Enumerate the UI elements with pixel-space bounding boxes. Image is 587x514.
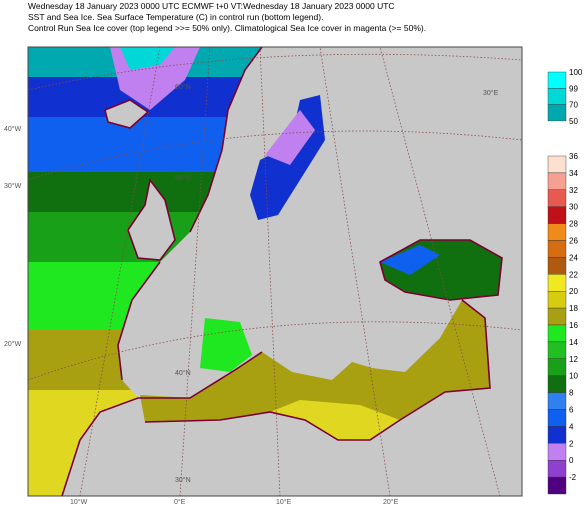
legend-swatch [547, 88, 567, 105]
legend-swatch [547, 257, 567, 275]
legend-label: 18 [569, 304, 578, 313]
legend-label: 2 [569, 439, 574, 448]
legend-label: 16 [569, 321, 578, 330]
tyrrhenian [200, 318, 252, 372]
header-line: SST and Sea Ice. Sea Surface Temperature… [28, 12, 323, 22]
legend-label: 36 [569, 152, 578, 161]
azov [380, 245, 440, 275]
legend-swatch [547, 155, 567, 174]
legend-swatch [547, 307, 567, 326]
british-isles [127, 178, 176, 261]
mediterranean [140, 300, 490, 440]
legend-swatch [547, 443, 567, 461]
legend-swatch [547, 240, 567, 258]
legend-swatch [547, 189, 567, 207]
graticule-label: 10°E [276, 498, 292, 506]
header-line: Wednesday 18 January 2023 0000 UTC ECMWF… [28, 1, 395, 11]
legend-swatch [547, 206, 567, 224]
legend-label: 100 [569, 68, 583, 77]
graticule-label: 20°E [383, 498, 399, 506]
legend-label: 99 [569, 84, 578, 93]
legend-swatch [547, 172, 567, 190]
graticule-label: 30°W [4, 182, 22, 190]
legend-swatch [547, 476, 567, 495]
header-line: Control Run Sea Ice cover (top legend >>… [28, 23, 426, 33]
legend-label: 4 [569, 422, 574, 431]
graticule-label: 30°E [483, 89, 499, 97]
legend-swatch [547, 71, 567, 89]
legend-label: 6 [569, 406, 574, 415]
legend-swatch [547, 409, 567, 427]
legend-swatch [547, 324, 567, 343]
legend-label: 34 [569, 169, 578, 178]
legend-label: 30 [569, 203, 578, 212]
graticule-label: 60°N [175, 83, 191, 91]
iceland [104, 99, 150, 129]
coastline [61, 46, 503, 497]
legend-label: 0 [569, 456, 574, 465]
legend-swatch [547, 291, 567, 309]
legend-label: 20 [569, 287, 578, 296]
graticule-label: 40°W [4, 125, 22, 133]
legend-label: 14 [569, 338, 578, 347]
legend-label: 50 [569, 117, 578, 126]
legend-label: 26 [569, 237, 578, 246]
legend-label: 10 [569, 372, 578, 381]
legend-label: 28 [569, 220, 578, 229]
legend-label: -2 [569, 473, 577, 482]
legend-swatch [547, 392, 567, 410]
graticule-label: 10°W [70, 498, 88, 506]
graticule [27, 46, 523, 497]
graticule-label: 50°N [175, 174, 191, 182]
med-south [270, 400, 400, 440]
legend-label: 8 [569, 389, 574, 398]
legend-swatch [547, 426, 567, 444]
graticule-label: 30°N [175, 476, 191, 484]
graticule-label: 0°E [174, 498, 186, 506]
graticule-label: 20°W [4, 340, 22, 348]
graticule-label: 40°N [175, 369, 191, 377]
map-frame [27, 46, 523, 497]
legend-swatch [547, 358, 567, 376]
legend-label: 32 [569, 186, 578, 195]
legend-label: 70 [569, 101, 578, 110]
legend-swatch [547, 223, 567, 241]
legend-label: 22 [569, 270, 578, 279]
legend-swatch [547, 274, 567, 292]
legend-swatch [547, 341, 567, 359]
legend-label: 24 [569, 253, 578, 262]
legend-swatch [547, 375, 567, 393]
legend-swatch [547, 104, 567, 122]
legend-label: 12 [569, 355, 578, 364]
legend-swatch [547, 460, 567, 478]
bothnia [265, 110, 315, 165]
